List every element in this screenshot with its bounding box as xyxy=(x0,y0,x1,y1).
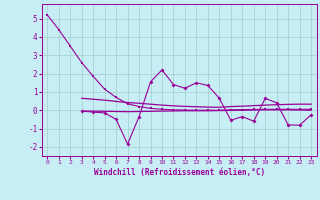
X-axis label: Windchill (Refroidissement éolien,°C): Windchill (Refroidissement éolien,°C) xyxy=(94,168,265,177)
